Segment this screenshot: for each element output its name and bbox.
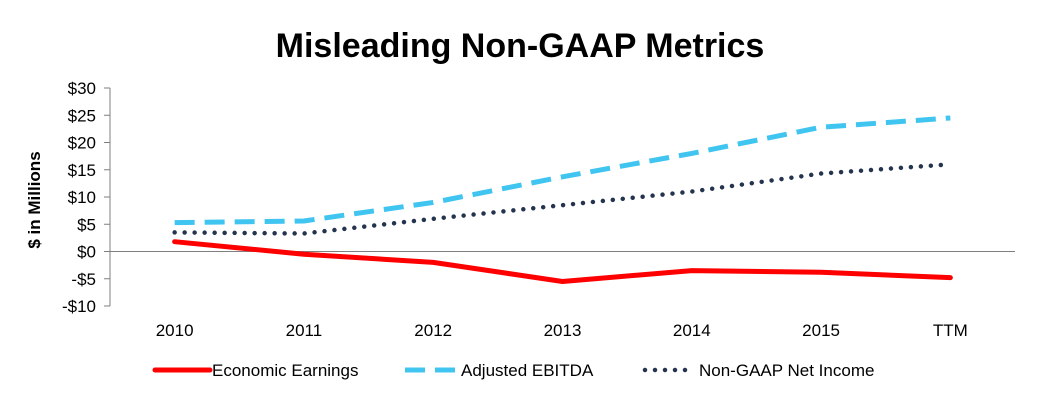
- y-tick-label: $30: [68, 79, 96, 98]
- adjusted-ebitda-legend-label: Adjusted EBITDA: [461, 361, 594, 380]
- non-gaap-net-income-line: [172, 162, 953, 236]
- plot-area: [172, 115, 953, 284]
- x-tick-label: 2010: [156, 321, 194, 340]
- y-tick-label: -$5: [71, 270, 96, 289]
- y-tick-label: $25: [68, 106, 96, 125]
- non-gaap-net-income-legend-label: Non-GAAP Net Income: [699, 361, 874, 380]
- x-axis: 2010 2011 2012 2013 2014 2015 TTM: [110, 251, 1015, 340]
- y-tick-label: $0: [77, 243, 96, 262]
- y-axis-label: $ in Millions: [25, 151, 44, 248]
- y-axis: $30 $25 $20 $15 $10 $5 $0 -$5 -$10: [62, 79, 111, 316]
- x-tick-label: 2013: [544, 321, 582, 340]
- y-tick-label: $5: [77, 215, 96, 234]
- adjusted-ebitda-line: [174, 115, 951, 226]
- y-tick-label: -$10: [62, 297, 96, 316]
- economic-earnings-legend-label: Economic Earnings: [212, 361, 358, 380]
- economic-earnings-line: [172, 239, 953, 284]
- x-tick-label: 2011: [286, 321, 323, 340]
- x-tick-label: 2014: [673, 321, 711, 340]
- chart-title: Misleading Non-GAAP Metrics: [276, 27, 765, 65]
- y-tick-label: $20: [68, 134, 96, 153]
- x-tick-label: 2012: [414, 321, 452, 340]
- y-tick-label: $10: [68, 188, 96, 207]
- x-tick-label: 2015: [802, 321, 840, 340]
- y-tick-label: $15: [68, 161, 96, 180]
- legend: Economic Earnings Adjusted EBITDA Non-GAAP…: [152, 361, 874, 380]
- x-tick-label: TTM: [933, 321, 968, 340]
